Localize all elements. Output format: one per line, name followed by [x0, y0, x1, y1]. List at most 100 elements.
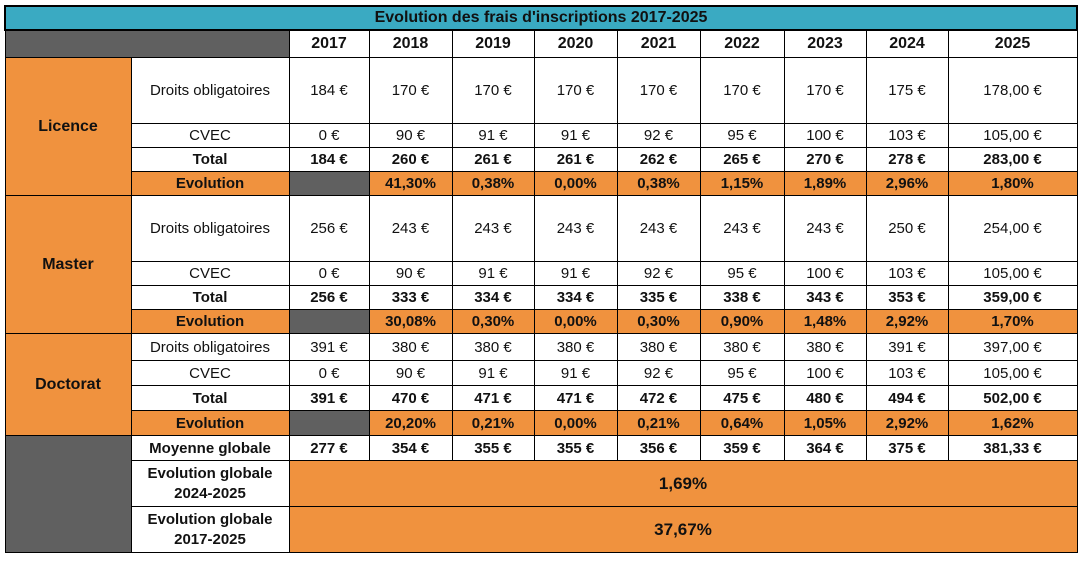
- evolution-cell: 2,92%: [865, 410, 949, 436]
- value-cell: 175 €: [865, 57, 949, 124]
- evolution-cell: 0,00%: [533, 171, 618, 196]
- row-label: CVEC: [130, 360, 290, 386]
- value-cell: 0 €: [288, 261, 370, 286]
- category-label: Doctorat: [4, 333, 132, 436]
- evolution-cell: 1,62%: [947, 410, 1078, 436]
- average-cell: 355 €: [451, 435, 535, 461]
- value-cell: 91 €: [533, 360, 618, 386]
- value-cell: 380 €: [451, 333, 535, 361]
- evolution-cell: 0,38%: [616, 171, 701, 196]
- evolution-cell: 1,89%: [783, 171, 867, 196]
- value-cell: 92 €: [616, 123, 701, 148]
- global-evolution-label-line2: 2017-2025: [174, 530, 246, 548]
- value-cell: 334 €: [533, 285, 618, 310]
- global-evolution-value: 37,67%: [288, 506, 1078, 553]
- value-cell: 90 €: [368, 123, 453, 148]
- value-cell: 256 €: [288, 195, 370, 262]
- value-cell: 100 €: [783, 360, 867, 386]
- evolution-cell: 1,80%: [947, 171, 1078, 196]
- year-header: 2017: [288, 29, 370, 58]
- fees-table: Evolution des frais d'inscriptions 2017-…: [4, 5, 1078, 553]
- table-row: Evolution 30,08% 0,30% 0,00% 0,30% 0,90% 1,48%…: [5, 309, 1078, 334]
- global-evolution-value: 1,69%: [288, 460, 1078, 507]
- value-cell: 91 €: [533, 123, 618, 148]
- evolution-cell: 1,15%: [699, 171, 785, 196]
- global-evolution-label-line1: Evolution globale: [147, 464, 273, 482]
- value-cell: 353 €: [865, 285, 949, 310]
- table-row: Total 391 €470 €471 €471 €472 €475 €480 €…: [5, 385, 1078, 411]
- value-cell: 359,00 €: [947, 285, 1078, 310]
- evolution-cell: 41,30%: [368, 171, 453, 196]
- value-cell: 243 €: [451, 195, 535, 262]
- value-cell: 105,00 €: [947, 123, 1078, 148]
- value-cell: 243 €: [699, 195, 785, 262]
- value-cell: 254,00 €: [947, 195, 1078, 262]
- value-cell: 95 €: [699, 123, 785, 148]
- value-cell: 91 €: [451, 261, 535, 286]
- value-cell: 170 €: [368, 57, 453, 124]
- average-cell: 364 €: [783, 435, 867, 461]
- value-cell: 270 €: [783, 147, 867, 172]
- year-header: 2023: [783, 29, 867, 58]
- value-cell: 265 €: [699, 147, 785, 172]
- average-cell: 355 €: [533, 435, 618, 461]
- value-cell: 262 €: [616, 147, 701, 172]
- value-cell: 0 €: [288, 123, 370, 148]
- table-row: Master Droits obligatoires 256 €243 €243 €…: [4, 195, 1078, 334]
- value-cell: 91 €: [533, 261, 618, 286]
- table-row: CVEC 0 €90 €91 €91 €92 €95 €100 €103 €105…: [5, 123, 1078, 148]
- global-evolution-label: Evolution globale 2017-2025: [130, 506, 290, 553]
- table-row: Total 184 €260 €261 €261 €262 €265 €270 €…: [5, 147, 1078, 172]
- value-cell: 0 €: [288, 360, 370, 386]
- evolution-cell: 1,70%: [947, 309, 1078, 334]
- value-cell: 250 €: [865, 195, 949, 262]
- global-average-label: Moyenne globale: [130, 435, 290, 461]
- value-cell: 494 €: [865, 385, 949, 411]
- year-header: 2018: [368, 29, 453, 58]
- fees-table-container: Evolution des frais d'inscriptions 2017-…: [4, 5, 1078, 553]
- row-label: Droits obligatoires: [130, 195, 290, 262]
- evolution-cell: 2,92%: [865, 309, 949, 334]
- value-cell: 334 €: [451, 285, 535, 310]
- row-label: Evolution: [130, 171, 290, 196]
- evolution-cell: [288, 171, 370, 196]
- value-cell: 470 €: [368, 385, 453, 411]
- row-label: Droits obligatoires: [130, 57, 290, 124]
- table-row: Doctorat Droits obligatoires 391 €380 €380…: [4, 333, 1078, 436]
- value-cell: 103 €: [865, 261, 949, 286]
- category-label: Master: [4, 195, 132, 334]
- value-cell: 90 €: [368, 261, 453, 286]
- evolution-cell: [288, 410, 370, 436]
- value-cell: 261 €: [451, 147, 535, 172]
- value-cell: 391 €: [288, 333, 370, 361]
- row-label: Evolution: [130, 410, 290, 436]
- value-cell: 105,00 €: [947, 360, 1078, 386]
- value-cell: 170 €: [783, 57, 867, 124]
- table-title: Evolution des frais d'inscriptions 2017-…: [4, 5, 1078, 31]
- value-cell: 391 €: [865, 333, 949, 361]
- value-cell: 380 €: [616, 333, 701, 361]
- year-header: 2024: [865, 29, 949, 58]
- table-row: CVEC 0 €90 €91 €91 €92 €95 €100 €103 €105…: [5, 360, 1078, 386]
- evolution-cell: 0,38%: [451, 171, 535, 196]
- year-header: 2021: [616, 29, 701, 58]
- value-cell: 91 €: [451, 123, 535, 148]
- value-cell: 278 €: [865, 147, 949, 172]
- value-cell: 343 €: [783, 285, 867, 310]
- row-label: CVEC: [130, 123, 290, 148]
- evolution-cell: 0,21%: [451, 410, 535, 436]
- year-header: 2025: [947, 29, 1078, 58]
- value-cell: 335 €: [616, 285, 701, 310]
- table-row: Evolution 41,30% 0,38% 0,00% 0,38% 1,15% 1,89%…: [5, 171, 1078, 196]
- value-cell: 170 €: [616, 57, 701, 124]
- evolution-cell: 0,30%: [451, 309, 535, 334]
- value-cell: 338 €: [699, 285, 785, 310]
- value-cell: 103 €: [865, 360, 949, 386]
- value-cell: 380 €: [699, 333, 785, 361]
- value-cell: 333 €: [368, 285, 453, 310]
- table-row: CVEC 0 €90 €91 €91 €92 €95 €100 €103 €105…: [5, 261, 1078, 286]
- value-cell: 103 €: [865, 123, 949, 148]
- row-label: Total: [130, 147, 290, 172]
- global-corner: [4, 435, 132, 553]
- value-cell: 243 €: [368, 195, 453, 262]
